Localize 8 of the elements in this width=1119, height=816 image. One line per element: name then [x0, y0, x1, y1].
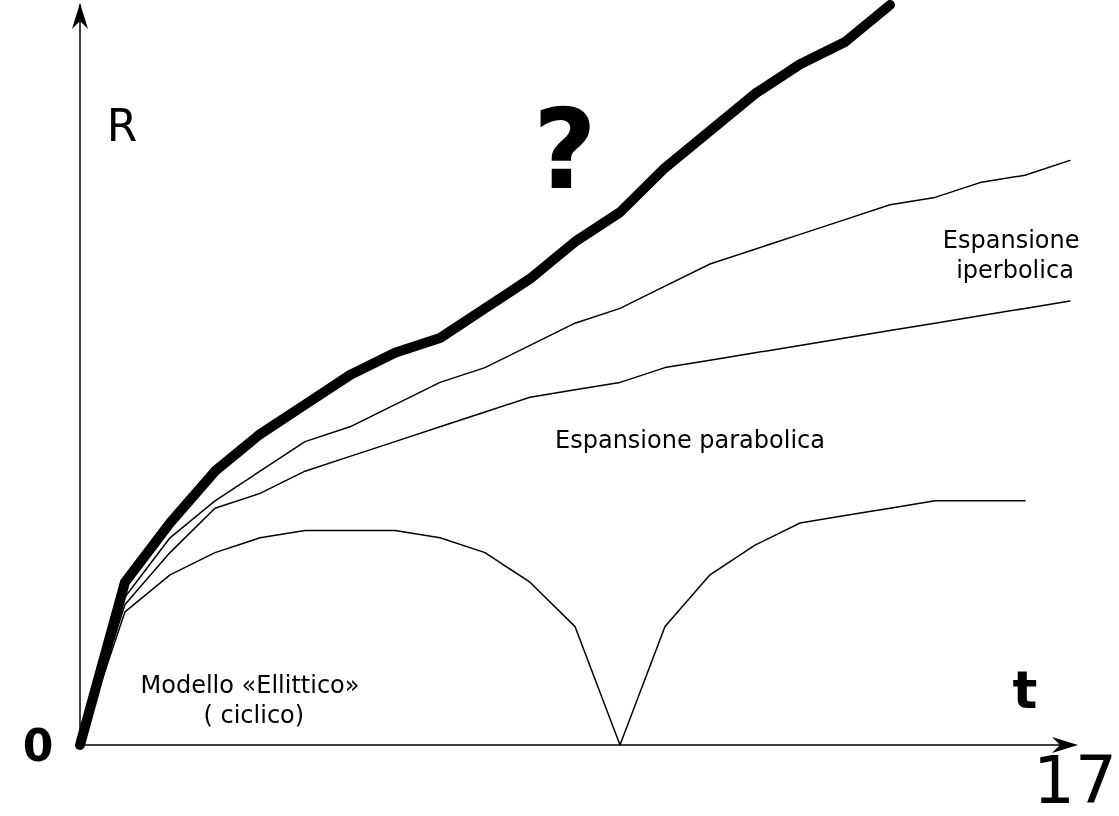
- annotation: ?: [533, 86, 597, 214]
- y-axis-title: R: [106, 99, 138, 151]
- annotation: Espansione iperbolica: [942, 226, 1088, 284]
- text: 0: [22, 719, 54, 771]
- x-axis-title: t: [1012, 660, 1038, 720]
- annotation: 17: [1033, 741, 1117, 816]
- annotation: Modello «Ellittico» ( ciclico): [140, 671, 360, 729]
- annotation: Espansione parabolica: [555, 426, 825, 454]
